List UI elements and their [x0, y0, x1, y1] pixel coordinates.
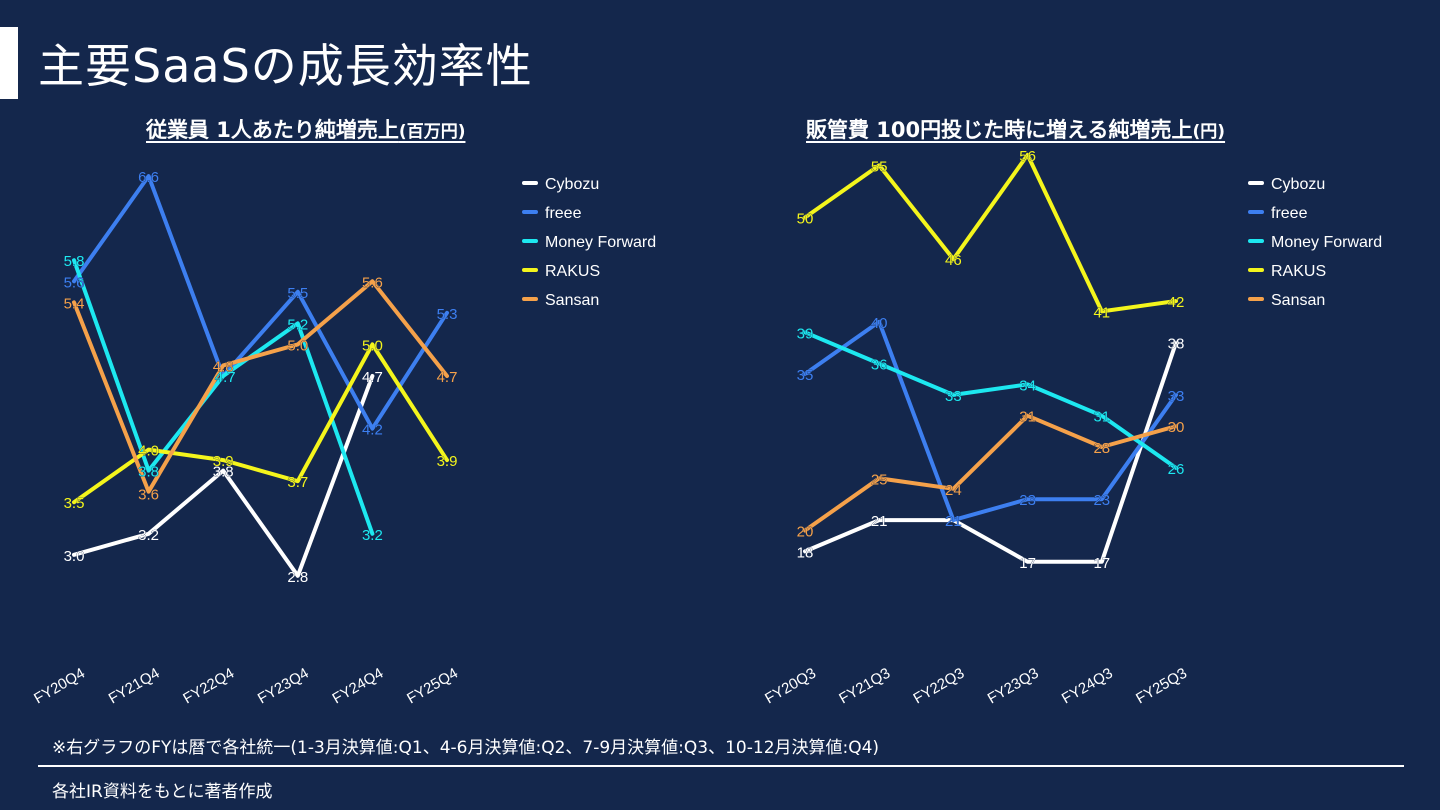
left-data-label: 2.8 [287, 569, 308, 586]
left-data-label: 4.0 [138, 443, 159, 460]
source-note: 各社IR資料をもとに著者作成 [52, 782, 273, 802]
left-data-label: 5.0 [362, 337, 383, 354]
left-data-label: 3.6 [138, 487, 159, 504]
left-series-line-cybozu [72, 374, 375, 578]
page-title: 主要SaaSの成長効率性 [38, 39, 533, 93]
left-data-label: 4.7 [215, 369, 236, 386]
left-data-label: 3.8 [213, 464, 234, 481]
right-legend-label: Money Forward [1271, 234, 1382, 251]
right-legend-label: freee [1271, 205, 1308, 222]
left-data-label: 4.8 [213, 358, 234, 375]
right-data-label: 35 [797, 367, 814, 384]
right-data-label: 31 [1019, 409, 1036, 426]
right-data-label: 21 [871, 513, 888, 530]
right-x-tick-label: FY25Q3 [1133, 665, 1190, 708]
left-data-label: 5.3 [437, 306, 458, 323]
title-accent-bar [0, 27, 18, 99]
left-data-label: 5.0 [287, 337, 308, 354]
left-series-line-sansan [72, 279, 449, 494]
right-data-label: 46 [945, 252, 962, 269]
right-data-label: 36 [871, 357, 888, 374]
right-chart-title-unit: (円) [1192, 122, 1226, 142]
right-legend-label: Cybozu [1271, 176, 1325, 193]
left-x-tick-label: FY25Q4 [404, 665, 461, 708]
left-legend-label: Money Forward [545, 234, 656, 251]
right-data-label: 28 [1093, 440, 1110, 457]
right-data-label: 50 [797, 211, 814, 228]
right-data-label: 55 [871, 158, 888, 175]
right-data-label: 40 [871, 315, 888, 332]
left-data-label: 5.2 [287, 316, 308, 333]
left-series-line-money-forward [72, 258, 375, 536]
left-series-line-freee [72, 174, 449, 431]
right-data-label: 31 [1093, 409, 1110, 426]
footnote: ※右グラフのFYは暦で各社統一(1-3月決算値:Q1、4-6月決算値:Q2、7-… [52, 738, 880, 758]
right-data-label: 23 [1019, 492, 1036, 509]
right-data-label: 17 [1019, 555, 1036, 572]
right-series-line-freee [803, 319, 1178, 523]
left-data-label: 5.6 [64, 274, 85, 291]
right-data-label: 34 [1019, 377, 1036, 394]
right-data-label: 23 [1093, 492, 1110, 509]
left-legend-label: RAKUS [545, 263, 600, 280]
left-data-label: 3.7 [287, 474, 308, 491]
right-x-tick-label: FY23Q3 [985, 665, 1042, 708]
left-data-label: 3.0 [64, 548, 85, 565]
left-legend-label: Sansan [545, 292, 599, 309]
left-data-label: 4.2 [362, 422, 383, 439]
left-data-label: 3.9 [437, 453, 458, 470]
right-x-tick-label: FY21Q3 [836, 665, 893, 708]
left-data-label: 3.5 [64, 495, 85, 512]
right-data-label: 39 [797, 325, 814, 342]
right-chart-title: 販管費 100円投じた時に増える純増売上(円) [806, 114, 1225, 144]
right-series-line-sansan [803, 413, 1178, 533]
right-data-label: 30 [1168, 419, 1185, 436]
right-data-label: 18 [797, 544, 814, 561]
right-data-label: 38 [1168, 336, 1185, 353]
divider [38, 765, 1404, 767]
right-data-label: 33 [1168, 388, 1185, 405]
right-chart-title-text: 販管費 100円投じた時に増える純増売上 [806, 118, 1193, 142]
left-data-label: 6.6 [138, 169, 159, 186]
left-chart-title-unit: (百万円) [398, 122, 466, 142]
left-data-label: 3.2 [362, 527, 383, 544]
left-legend-label: freee [545, 205, 582, 222]
left-data-label: 5.4 [64, 295, 85, 312]
left-data-label: 5.5 [287, 285, 308, 302]
right-data-label: 17 [1093, 555, 1110, 572]
right-series-line-money-forward [803, 330, 1178, 470]
left-data-label: 3.9 [213, 453, 234, 470]
right-data-label: 33 [945, 388, 962, 405]
right-data-label: 25 [871, 471, 888, 488]
left-data-label: 5.6 [362, 274, 383, 291]
right-data-label: 26 [1168, 461, 1185, 478]
right-x-tick-label: FY20Q3 [762, 665, 819, 708]
left-data-label: 4.7 [362, 369, 383, 386]
left-x-tick-label: FY23Q4 [255, 665, 312, 708]
left-x-tick-label: FY22Q4 [180, 665, 237, 708]
right-legend-label: RAKUS [1271, 263, 1326, 280]
right-series-line-rakus [803, 152, 1178, 314]
right-legend-label: Sansan [1271, 292, 1325, 309]
left-data-label: 4.7 [437, 369, 458, 386]
left-data-label: 3.8 [138, 464, 159, 481]
left-x-tick-label: FY21Q4 [106, 665, 163, 708]
left-chart-title-text: 従業員 1人あたり純増売上 [146, 118, 399, 142]
left-x-tick-label: FY20Q4 [31, 665, 88, 708]
left-chart-title: 従業員 1人あたり純増売上(百万円) [146, 114, 465, 144]
right-x-tick-label: FY24Q3 [1059, 665, 1116, 708]
right-data-label: 21 [945, 513, 962, 530]
left-data-label: 5.8 [64, 253, 85, 270]
left-legend-label: Cybozu [545, 176, 599, 193]
left-data-label: 3.2 [138, 527, 159, 544]
right-data-label: 42 [1168, 294, 1185, 311]
right-data-label: 24 [945, 482, 962, 499]
right-data-label: 41 [1093, 304, 1110, 321]
right-data-label: 56 [1019, 148, 1036, 165]
left-x-tick-label: FY24Q4 [330, 665, 387, 708]
right-x-tick-label: FY22Q3 [911, 665, 968, 708]
right-series-line-cybozu [803, 340, 1178, 564]
right-data-label: 20 [797, 524, 814, 541]
